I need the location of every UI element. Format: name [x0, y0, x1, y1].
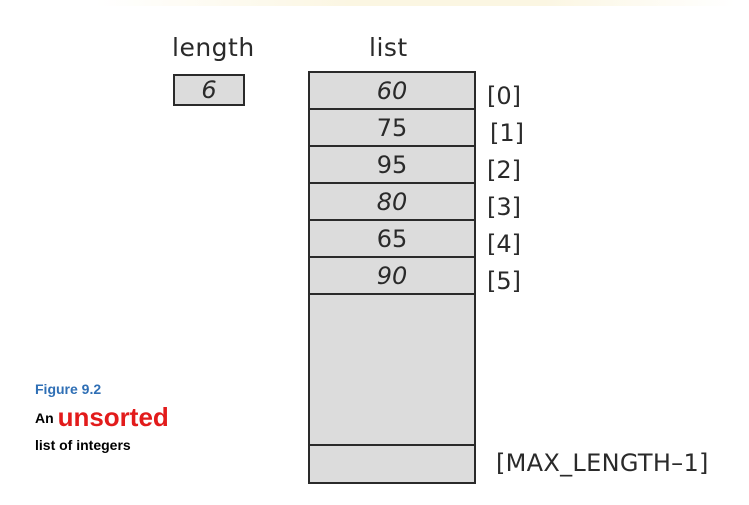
caption-line-1: An unsorted [35, 402, 169, 433]
list-cell-4: 65 [310, 221, 474, 258]
index-label-2: [2] [487, 156, 521, 184]
index-label-max: [MAX_LENGTH–1] [496, 449, 709, 477]
caption-highlight: unsorted [57, 402, 169, 432]
index-label-5: [5] [487, 267, 521, 295]
list-cell-3: 80 [310, 184, 474, 221]
index-label-0: [0] [487, 82, 521, 110]
list-header: list [369, 33, 408, 62]
caption-prefix: An [35, 410, 54, 426]
length-value-box: 6 [173, 74, 245, 106]
list-array: 60 75 95 80 65 90 [308, 71, 476, 484]
top-decorative-band [95, 0, 735, 6]
list-cell-5: 90 [310, 258, 474, 295]
caption-line-2: list of integers [35, 437, 131, 453]
index-label-1: [1] [490, 119, 524, 147]
list-cell-1: 75 [310, 110, 474, 147]
list-cell-2: 95 [310, 147, 474, 184]
list-cell-0: 60 [310, 73, 474, 110]
figure-number: Figure 9.2 [35, 381, 102, 397]
list-empty-region [310, 298, 474, 446]
index-label-3: [3] [487, 193, 521, 221]
length-header: length [172, 33, 255, 62]
index-label-4: [4] [487, 230, 521, 258]
